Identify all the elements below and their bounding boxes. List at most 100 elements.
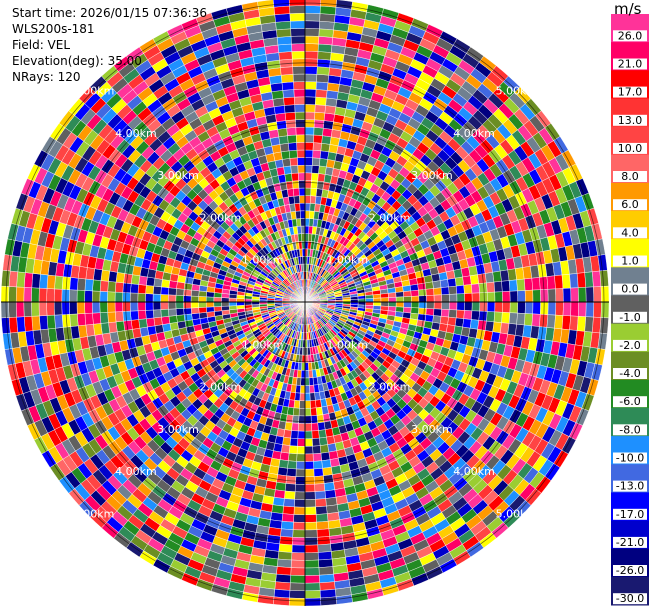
velocity-gate <box>290 567 306 576</box>
velocity-gate <box>280 66 294 76</box>
velocity-gate <box>293 400 301 409</box>
velocity-gate <box>276 566 292 576</box>
velocity-gate <box>272 596 290 606</box>
velocity-gate <box>205 296 215 303</box>
velocity-gate <box>426 301 435 310</box>
velocity-gate <box>318 566 334 576</box>
velocity-gate <box>298 180 306 189</box>
velocity-gate <box>304 28 320 37</box>
velocity-gate <box>462 275 472 286</box>
velocity-gate <box>288 142 298 152</box>
velocity-gate <box>183 307 192 315</box>
velocity-gate <box>282 158 291 168</box>
velocity-gate <box>69 301 78 315</box>
velocity-gate <box>439 279 449 288</box>
velocity-gate <box>278 543 293 553</box>
velocity-gate <box>92 279 102 292</box>
velocity-gate <box>288 149 298 159</box>
colorbar-tick-label: -8.0 <box>619 423 640 436</box>
velocity-gate <box>319 573 335 584</box>
velocity-gate <box>304 567 320 576</box>
velocity-gate <box>304 5 321 14</box>
velocity-gate <box>190 307 200 315</box>
velocity-gate <box>277 43 293 53</box>
velocity-gate <box>295 134 306 143</box>
scan-info-block: Start time: 2026/01/15 07:36:36 WLS200s-… <box>12 5 207 85</box>
velocity-gate <box>501 312 511 324</box>
velocity-gate <box>190 295 199 303</box>
range-ring-label: 4.00km <box>453 465 495 478</box>
velocity-gate <box>284 483 296 492</box>
velocity-gate <box>0 301 10 319</box>
velocity-gate <box>492 270 502 283</box>
velocity-gate <box>321 135 332 145</box>
velocity-gate <box>380 301 389 307</box>
velocity-gate <box>282 436 291 446</box>
instrument-text: WLS200s-181 <box>12 22 95 36</box>
velocity-gate <box>304 445 314 455</box>
velocity-gate <box>168 315 178 324</box>
velocity-gate <box>292 407 300 417</box>
velocity-gate <box>69 289 78 303</box>
velocity-gate <box>167 294 177 303</box>
velocity-gate <box>463 284 473 294</box>
velocity-gate <box>129 292 139 303</box>
velocity-gate <box>275 20 291 31</box>
velocity-gate <box>441 294 450 303</box>
velocity-gate <box>312 142 322 152</box>
velocity-gate <box>288 445 298 455</box>
velocity-gate <box>294 499 306 508</box>
velocity-gate <box>304 438 313 447</box>
velocity-gate <box>315 513 329 523</box>
velocity-gate <box>309 195 317 204</box>
velocity-gate <box>388 301 397 308</box>
velocity-gate <box>523 313 533 327</box>
velocity-gate <box>319 13 336 23</box>
start-time-text: Start time: 2026/01/15 07:36:36 <box>12 6 207 20</box>
velocity-gate <box>304 423 313 432</box>
velocity-gate <box>584 271 594 288</box>
velocity-gate <box>297 430 306 440</box>
velocity-gate <box>284 490 296 500</box>
velocity-gate <box>138 275 148 286</box>
velocity-gate <box>69 277 79 291</box>
velocity-gate <box>319 588 337 599</box>
velocity-gate <box>23 316 34 332</box>
velocity-gate <box>301 233 306 242</box>
velocity-gate <box>403 296 412 303</box>
velocity-gate <box>77 277 87 291</box>
velocity-gate <box>292 529 306 538</box>
velocity-gate <box>23 272 34 288</box>
velocity-gate <box>432 280 442 289</box>
velocity-gate <box>213 296 222 303</box>
velocity-gate <box>292 73 306 83</box>
velocity-gate <box>280 444 291 454</box>
velocity-gate <box>288 597 306 607</box>
velocity-gate <box>316 74 330 84</box>
velocity-gate <box>469 274 480 285</box>
velocity-gate <box>311 165 320 174</box>
velocity-gate <box>304 574 320 584</box>
colorbar-tick-label: 4.0 <box>621 226 639 239</box>
velocity-gate <box>554 274 564 290</box>
velocity-gate <box>293 195 301 204</box>
velocity-gate <box>190 301 199 309</box>
velocity-gate <box>304 81 317 90</box>
velocity-gate <box>137 310 147 320</box>
velocity-gate <box>145 309 155 319</box>
velocity-gate <box>114 291 124 303</box>
velocity-gate <box>433 294 443 303</box>
velocity-gate <box>152 301 162 311</box>
velocity-gate <box>304 461 315 470</box>
velocity-gate <box>283 165 292 175</box>
velocity-gate <box>308 377 314 386</box>
velocity-gate <box>300 370 306 379</box>
velocity-gate <box>304 385 311 394</box>
velocity-gate <box>169 321 179 331</box>
velocity-gate <box>304 491 316 500</box>
velocity-gate <box>167 301 177 310</box>
velocity-gate <box>471 301 481 312</box>
velocity-gate <box>280 520 294 530</box>
velocity-gate <box>46 301 55 316</box>
velocity-colorbar: 26.021.017.013.010.08.06.04.01.00.0-1.0-… <box>611 14 649 606</box>
